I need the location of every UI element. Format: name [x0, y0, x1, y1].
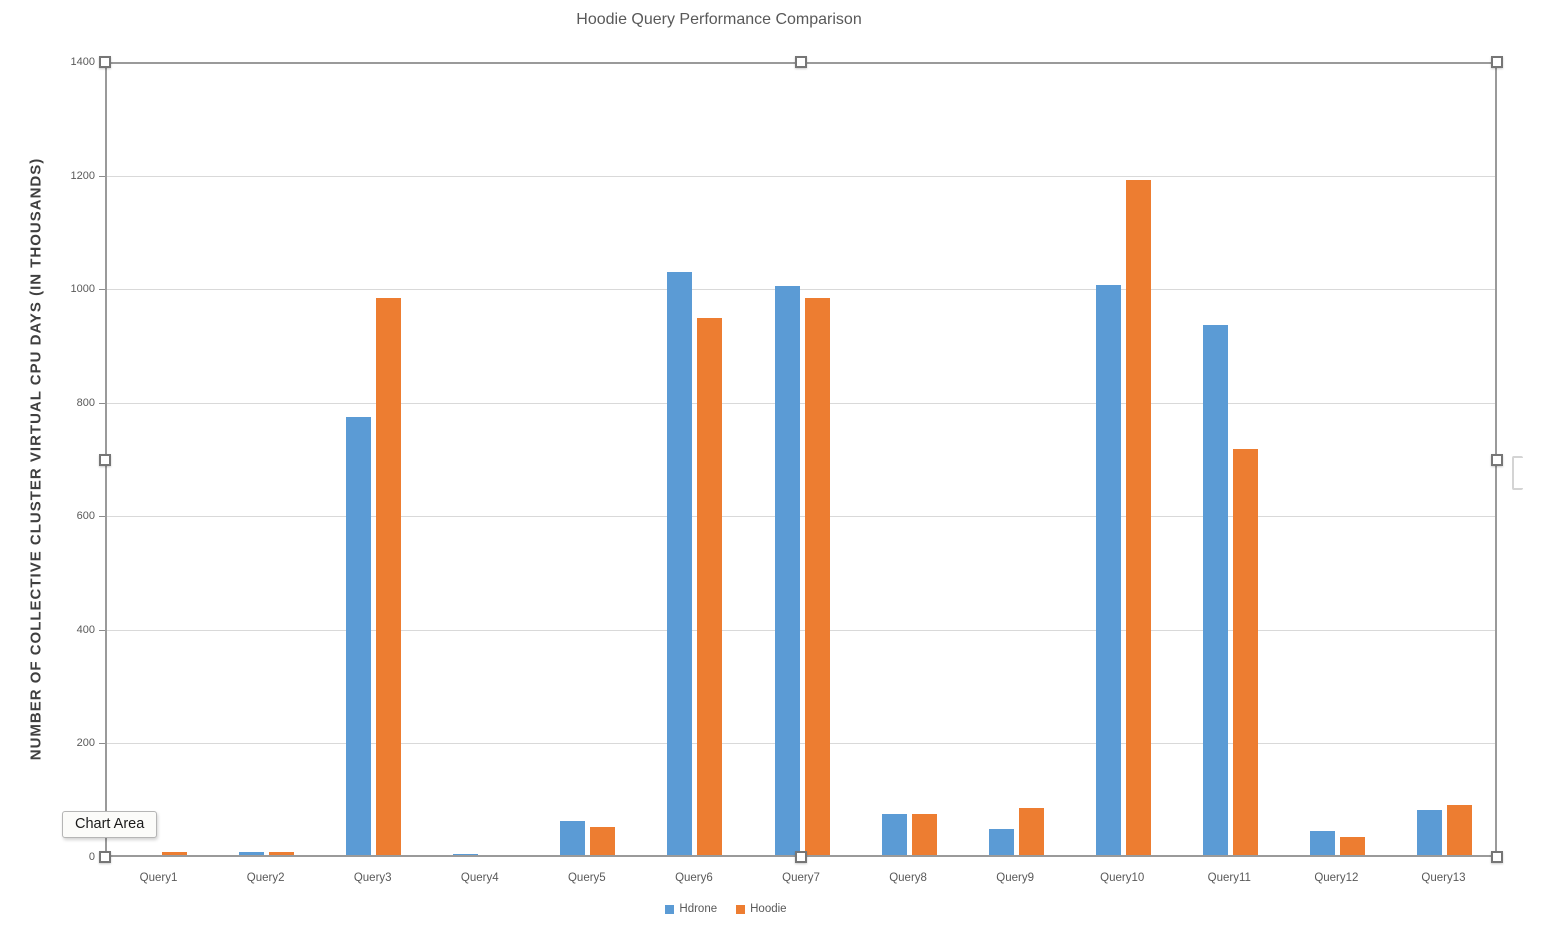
x-tick-label-query9: Query9: [996, 872, 1034, 884]
bar-hoodie-query1[interactable]: [162, 852, 188, 857]
bar-hdrone-query12[interactable]: [1309, 831, 1335, 857]
y-tick-mark-400: [99, 629, 105, 631]
chart-title[interactable]: Hoodie Query Performance Comparison: [576, 11, 862, 28]
x-tick-label-query6: Query6: [675, 872, 713, 884]
y-tick-label-1400: 1400: [70, 56, 95, 68]
selection-handle-middle-left[interactable]: [99, 453, 111, 466]
bar-hoodie-query3[interactable]: [376, 297, 402, 857]
bar-hoodie-query8[interactable]: [911, 814, 937, 857]
selection-handle-top-left[interactable]: [99, 56, 111, 68]
x-tick-label-query10: Query10: [1100, 872, 1145, 884]
x-tick-label-query5: Query5: [567, 872, 606, 884]
x-tick-label-query11: Query11: [1207, 872, 1251, 884]
selection-handle-bottom-left[interactable]: [99, 851, 111, 863]
bar-hdrone-query8[interactable]: [881, 814, 907, 857]
bar-hoodie-query11[interactable]: [1232, 449, 1258, 857]
y-tick-label-200: 200: [76, 737, 95, 750]
plot-area-selection-border[interactable]: [105, 62, 1497, 857]
legend: Hdrone Hoodie: [0, 903, 1452, 915]
gridline-200: [105, 743, 1497, 745]
selection-handle-middle-right[interactable]: [1491, 453, 1503, 466]
x-tick-label-query2: Query2: [246, 872, 285, 884]
x-tick-label-query13: Query13: [1421, 872, 1466, 884]
gridline-600: [105, 516, 1497, 518]
x-tick-label-query3: Query3: [353, 872, 392, 884]
bar-hoodie-query5[interactable]: [590, 827, 616, 857]
y-tick-mark-1200: [99, 175, 105, 177]
y-tick-label-600: 600: [76, 510, 95, 523]
selection-handle-top-right[interactable]: [1491, 56, 1503, 68]
bar-hdrone-query3[interactable]: [346, 416, 372, 857]
y-tick-label-1000: 1000: [70, 283, 95, 296]
bar-hdrone-query6[interactable]: [667, 272, 693, 857]
y-tick-label-800: 800: [76, 396, 95, 409]
legend-item-hdrone[interactable]: Hdrone: [665, 903, 717, 915]
y-tick-label-400: 400: [76, 623, 95, 636]
legend-label: Hdrone: [679, 903, 718, 915]
gridline-1000: [105, 289, 1497, 291]
bar-hdrone-query11[interactable]: [1202, 325, 1228, 857]
legend-marker-icon: [665, 904, 675, 914]
legend-marker-icon: [736, 904, 746, 914]
bar-hoodie-query13[interactable]: [1446, 805, 1472, 857]
legend-item-hoodie[interactable]: Hoodie: [736, 903, 787, 915]
bar-hoodie-query2[interactable]: [269, 852, 295, 857]
bar-hoodie-query9[interactable]: [1018, 808, 1044, 857]
x-tick-label-query1: Query1: [139, 872, 178, 884]
y-tick-mark-600: [99, 516, 105, 518]
x-tick-label-query12: Query12: [1314, 872, 1359, 884]
y-tick-label-1200: 1200: [70, 169, 95, 182]
selection-handle-top-middle[interactable]: [795, 56, 807, 68]
y-tick-label-0: 0: [88, 851, 95, 863]
bar-hdrone-query5[interactable]: [560, 821, 586, 857]
gridline-1200: [105, 175, 1497, 177]
resize-bracket-icon: [1512, 456, 1523, 490]
y-axis-title[interactable]: NUMBER OF COLLECTIVE CLUSTER VIRTUAL CPU…: [27, 157, 45, 761]
bar-hdrone-query13[interactable]: [1416, 810, 1442, 857]
chart-area-tooltip: Chart Area: [62, 811, 158, 838]
x-tick-label-query4: Query4: [460, 872, 499, 884]
selection-handle-bottom-right[interactable]: [1491, 851, 1503, 863]
bar-hdrone-query9[interactable]: [988, 829, 1014, 857]
y-tick-mark-800: [99, 402, 105, 404]
y-tick-mark-200: [99, 743, 105, 745]
bar-hoodie-query6[interactable]: [697, 317, 723, 857]
legend-label: Hoodie: [750, 903, 787, 915]
selection-handle-bottom-middle[interactable]: [795, 851, 807, 863]
bar-hdrone-query2[interactable]: [239, 851, 265, 857]
bar-hoodie-query7[interactable]: [804, 297, 830, 857]
x-tick-label-query8: Query8: [889, 872, 927, 884]
y-tick-mark-1000: [99, 289, 105, 291]
bar-hoodie-query10[interactable]: [1125, 179, 1151, 857]
bar-hoodie-query12[interactable]: [1339, 836, 1365, 857]
gridline-400: [105, 629, 1497, 631]
x-tick-label-query7: Query7: [782, 872, 820, 884]
bar-hdrone-query10[interactable]: [1095, 285, 1121, 857]
gridline-800: [105, 402, 1497, 404]
bar-hdrone-query7[interactable]: [774, 286, 800, 857]
